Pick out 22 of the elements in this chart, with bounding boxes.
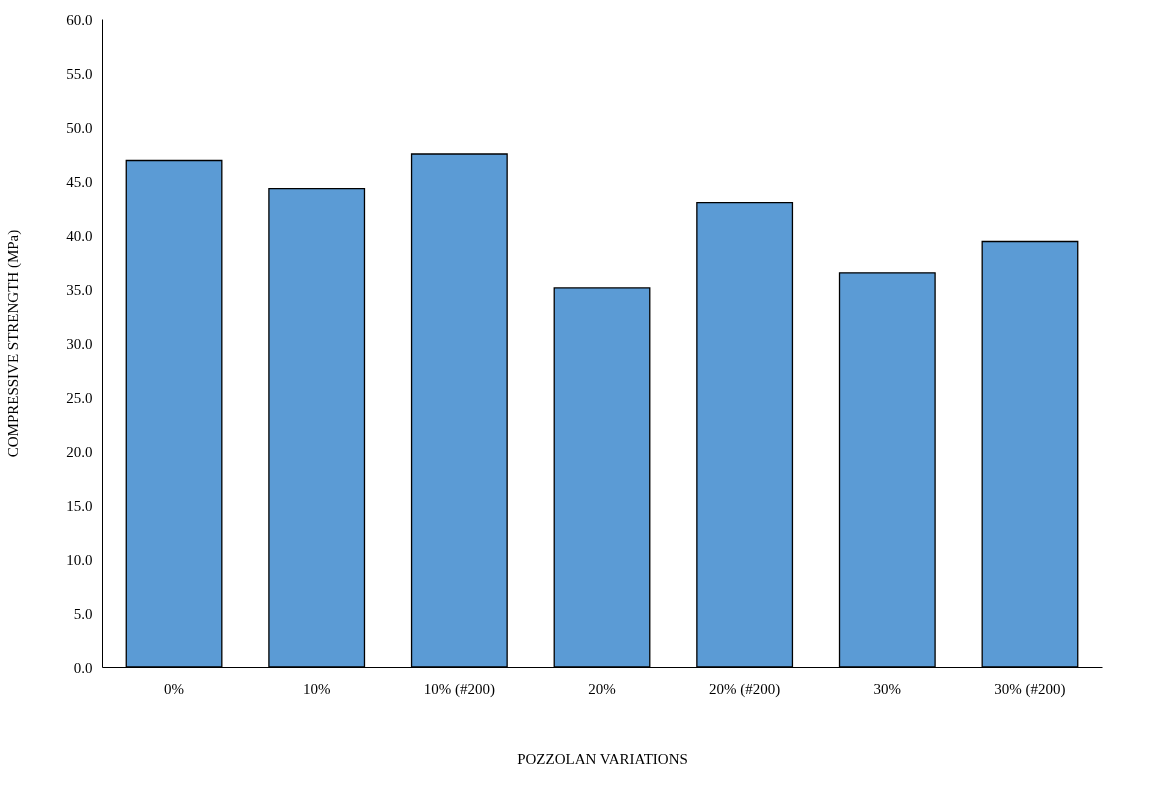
x-axis-title: POZZOLAN VARIATIONS xyxy=(517,750,688,767)
y-tick-label: 30.0 xyxy=(66,335,93,352)
y-tick-label: 5.0 xyxy=(73,605,93,622)
y-tick-label: 55.0 xyxy=(66,65,93,82)
y-tick-label: 25.0 xyxy=(66,389,93,406)
y-tick-label: 45.0 xyxy=(66,173,93,190)
x-tick-label: 10% (#200) xyxy=(423,680,495,698)
y-tick-label: 15.0 xyxy=(66,497,93,514)
y-axis-title: COMPRESSIVE STRENGTH (MPa) xyxy=(5,229,23,458)
x-tick-label: 30% (#200) xyxy=(994,680,1066,698)
x-tick-label: 20% xyxy=(588,680,616,697)
y-tick-label: 0.0 xyxy=(73,659,93,676)
x-tick-label: 0% xyxy=(164,680,185,697)
y-tick-label: 10.0 xyxy=(66,551,93,568)
y-tick-label: 40.0 xyxy=(66,227,93,244)
x-tick-label: 30% xyxy=(873,680,902,697)
y-tick-label: 50.0 xyxy=(66,119,93,136)
y-tick-label: 20.0 xyxy=(66,443,93,460)
y-tick-label: 60.0 xyxy=(66,11,93,28)
x-tick-label: 20% (#200) xyxy=(709,680,781,698)
y-tick-label: 35.0 xyxy=(66,281,93,298)
x-tick-label: 10% xyxy=(302,680,331,697)
